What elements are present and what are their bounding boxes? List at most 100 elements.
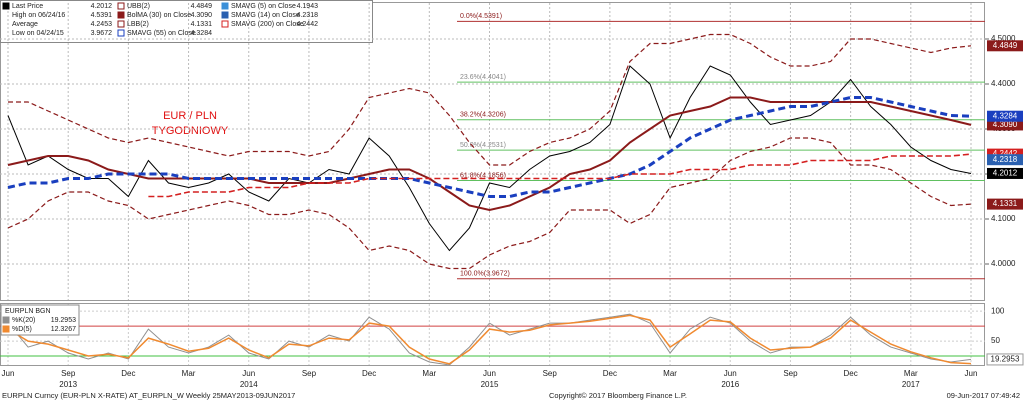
year-label: 2013 [59,380,77,389]
legend-swatch [117,20,125,28]
legend-swatch [221,20,229,28]
legend-value: 4.2012 [91,3,113,10]
x-tick-label: Mar [422,369,436,378]
series-line [7,65,972,252]
price-tag-label: 4.1331 [993,199,1018,208]
legend-swatch [221,11,229,19]
year-label: 2014 [240,380,258,389]
price-tag [987,148,1023,160]
x-tick-label: Mar [663,369,677,378]
price-tag [986,353,1024,366]
year-label: 2017 [902,380,920,389]
series-line [7,96,972,212]
price-tag [987,119,1023,131]
legend-label: SMAVG (200) on Close [231,21,304,28]
legend-value: 12.3267 [51,326,76,333]
legend-swatch [117,2,125,10]
legend-swatch [2,316,10,324]
y-tick-label: 4.4000 [991,79,1016,88]
fib-label: 50.0%(4.2531) [460,142,506,149]
legend-swatch [221,2,229,10]
legend-label: SMAVG (14) on Close [231,12,300,19]
legend-label: UBB(2) [127,3,150,10]
x-tick-label: Jun [724,369,737,378]
legend-swatch [2,325,10,333]
legend-value: 4.2318 [297,12,319,19]
legend-value: 3.9672 [91,30,113,37]
price-tag-label: 4.3090 [993,120,1018,129]
fib-label: 0.0%(4.5391) [460,13,502,20]
legend-label: SMAVG (55) on Close [127,30,196,37]
legend-box [0,0,373,43]
year-label: 2015 [481,380,499,389]
x-tick-label: Jun [2,369,15,378]
legend-value: 4.2453 [91,21,113,28]
legend-label: %K(20) [12,317,35,324]
x-tick-label: Dec [844,369,858,378]
legend-label: High on 06/24/16 [12,12,65,19]
x-tick-label: Dec [603,369,617,378]
price-tag [987,40,1023,52]
legend-label: %D(5) [12,326,32,333]
price-tag-label: 4.3284 [993,111,1018,120]
x-tick-label: Dec [121,369,135,378]
series-line [7,314,972,365]
fib-label: 61.8%(4.1856) [460,172,506,179]
main-frame [0,2,985,301]
legend-swatch [2,2,10,10]
year-label: 2016 [721,380,739,389]
grid [0,3,985,365]
price-tag-label: 4.2012 [993,169,1018,178]
price-tag-label: 4.2442 [993,149,1018,158]
legend-value: 4.1943 [297,3,319,10]
legend-box [0,304,80,336]
price-tag [987,154,1023,166]
price-tag-label: 4.2318 [993,155,1018,164]
fib-label: 100.0%(3.9672) [460,271,510,278]
legend-value: 4.3090 [191,12,213,19]
footer: Copyright© 2017 Bloomberg Finance L.P. [549,391,687,400]
y-tick-label: 4.5000 [991,34,1016,43]
legend-value: 4.4849 [191,3,213,10]
x-tick-label: Sep [302,369,317,378]
legend-value: 4.3284 [191,30,213,37]
x-tick-label: Sep [543,369,558,378]
annotation: EUR / PLN [163,110,217,122]
y-tick-label: 4.1000 [991,214,1016,223]
price-tag [987,198,1023,210]
series-line [7,137,972,270]
annotation: TYGODNIOWY [152,125,229,137]
legend-value: 19.2953 [51,317,76,324]
legend-title: EURPLN BGN [5,308,51,315]
fib-label: 23.6%(4.4041) [460,74,506,81]
price-tag-label: 4.4849 [993,41,1018,50]
legend-label: LBB(2) [127,21,149,28]
x-tick-label: Jun [483,369,496,378]
y-tick-label: 100 [991,306,1005,315]
price-tag [987,167,1023,179]
x-tick-label: Mar [182,369,196,378]
fib-label: 38.2%(4.3206) [460,112,506,119]
legend-swatch [117,11,125,19]
legend-value: 4.5391 [91,12,113,19]
series-line [148,153,972,198]
series-line [7,96,972,198]
x-tick-label: Dec [362,369,376,378]
legend-label: Average [12,21,38,28]
footer: 09-Jun-2017 07:49:42 [947,391,1020,400]
series-line [8,33,972,166]
legend-swatch [117,29,125,37]
footer: EURPLN Curncy (EUR-PLN X-RATE) AT_EURPLN… [2,391,295,400]
x-tick-label: Sep [783,369,798,378]
x-tick-label: Jun [965,369,978,378]
x-tick-label: Mar [904,369,918,378]
price-tag [987,110,1023,122]
x-tick-label: Sep [61,369,76,378]
legend-value: 4.2442 [297,21,319,28]
legend-value: 4.1331 [191,21,213,28]
price-tag-label: 19.2953 [991,355,1020,364]
y-tick-label: 50 [991,336,1000,345]
x-tick-label: Jun [242,369,255,378]
legend-label: Low on 04/24/15 [12,30,64,37]
